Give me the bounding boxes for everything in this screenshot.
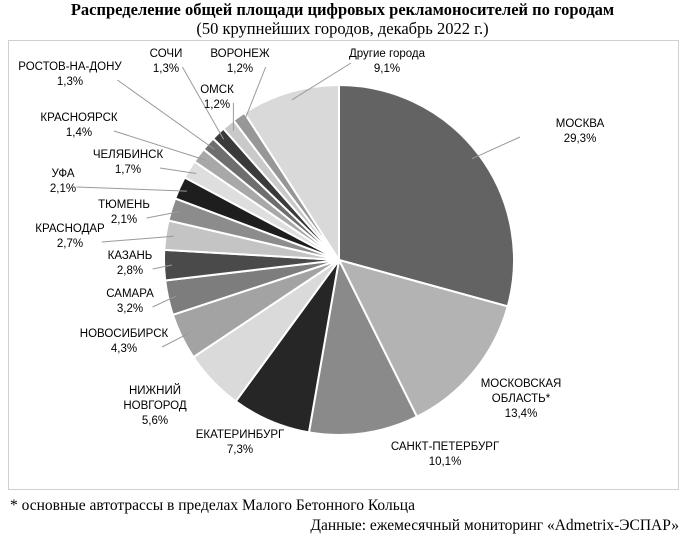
slice-label: САМАРА 3,2% [106,288,154,315]
slice-label: СОЧИ 1,3% [150,48,183,75]
leader-line [152,295,177,308]
source-note: Данные: ежемесячный мониторинг «Admetrix… [310,517,679,534]
leader-line [243,66,267,124]
slice-label: МОСКОВСКАЯ ОБЛАСТЬ* 13,4% [481,378,562,420]
leader-line [181,66,225,140]
leader-line [146,211,180,219]
slice-labels: МОСКВА 29,3% МОСКОВСКАЯ ОБЛАСТЬ* 13,4% САНКТ-… [18,48,604,468]
slice-label: НИЖНИЙ НОВГОРОД 5,6% [123,384,187,427]
pie-slice [337,258,509,419]
pie-slice [243,83,340,264]
slice-label: КРАСНОЯРСК 1,4% [40,112,117,139]
pie-slice [307,256,419,436]
slice-label: ЕКАТЕРИНБУРГ 7,3% [196,429,285,456]
leader-line [291,62,352,101]
slice-label: ОМСК 1,2% [200,84,234,111]
leader-line [471,136,521,160]
leader-line [152,264,173,270]
pie-slice [338,83,515,308]
pie-slices [163,83,515,436]
chart-title: Распределение общей площади цифровых рек… [70,0,615,19]
chart-frame: МОСКВА 29,3% МОСКОВСКАЯ ОБЛАСТЬ* 13,4% САНКТ-… [8,40,679,490]
slice-label: ЧЕЛЯБИНСК 1,7% [93,149,164,176]
chart-subtitle: (50 крупнейших городов, декабрь 2022 г.) [196,19,489,38]
leader-line [76,186,187,192]
slice-label: ВОРОНЕЖ 1,2% [210,48,270,75]
leader-line [161,332,190,348]
pie-chart: МОСКВА 29,3% МОСКОВСКАЯ ОБЛАСТЬ* 13,4% САНКТ-… [18,48,604,468]
slice-label: МОСКВА 29,3% [556,118,605,145]
slice-label: САНКТ-ПЕТЕРБУРГ 10,1% [391,441,500,468]
slice-label: Другие города 9,1% [349,48,426,75]
slice-label: КРАСНОДАР 2,7% [35,223,105,250]
leader-line [101,235,174,243]
slice-label: ТЮМЕНЬ 2,1% [98,199,150,226]
leader-line [113,130,206,161]
leader-line [117,79,215,150]
footnote: * основные автотрассы в пределах Малого … [10,497,415,514]
leader-lines [76,62,521,348]
slice-label: КАЗАНЬ 2,8% [108,250,153,277]
slice-label: НОВОСИБИРСК 4,3% [80,328,169,355]
slice-label: РОСТОВ-НА-ДОНУ 1,3% [18,61,122,88]
leader-line [159,167,197,174]
slice-label: УФА 2,1% [50,168,76,195]
